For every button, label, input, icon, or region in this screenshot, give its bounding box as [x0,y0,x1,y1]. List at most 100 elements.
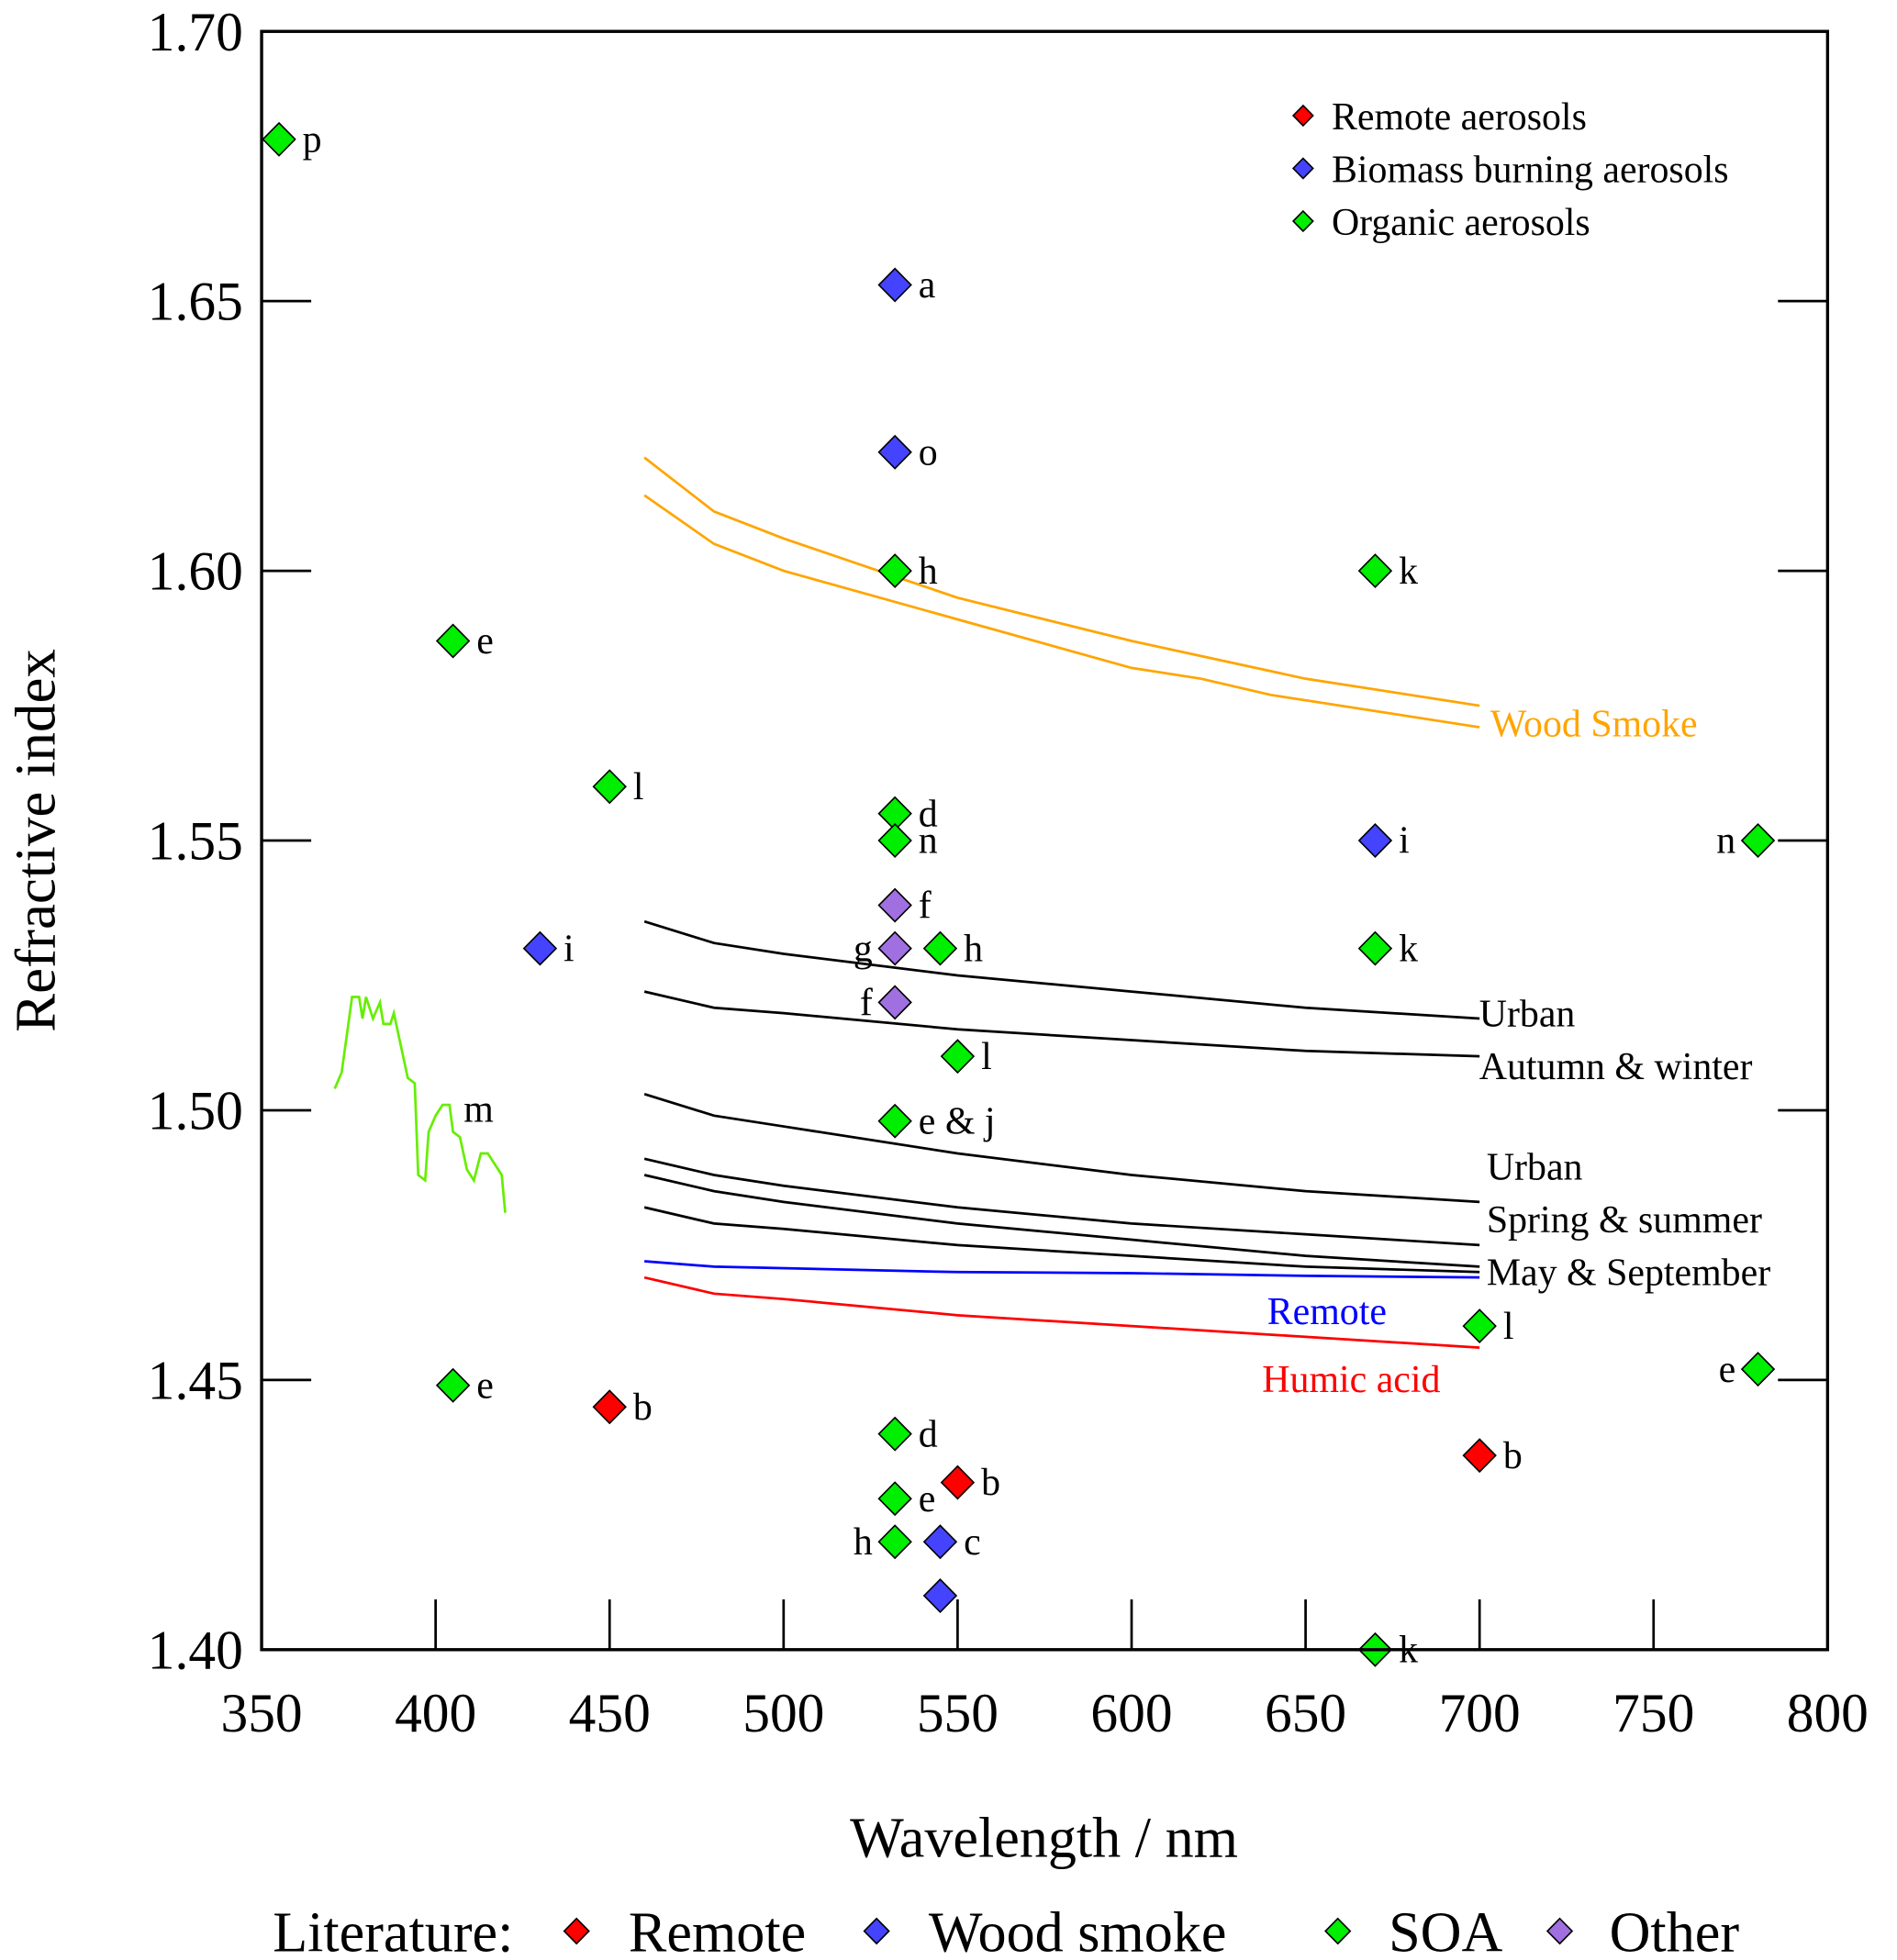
data-point [877,1103,912,1139]
data-point [877,887,912,923]
series-line [643,990,1480,1058]
series-line [643,1092,1480,1204]
point-label: b [633,1386,653,1429]
data-point [877,267,912,303]
point-label: e [1719,1348,1736,1391]
point-label: l [1503,1305,1514,1348]
point-label: e [476,1364,494,1407]
data-point [1740,823,1776,858]
point-label: k [1399,550,1419,593]
point-label: l [633,765,644,808]
series-line [643,1174,1480,1268]
series-line [643,919,1480,1020]
series-line [643,456,1480,707]
data-point [1357,823,1393,858]
point-label: n [1716,819,1735,862]
y-tick-label: 1.65 [148,271,243,331]
point-label: c [964,1520,981,1564]
data-point [922,1578,958,1613]
point-label: a [919,263,936,306]
series-line [643,494,1480,729]
legend-label: Organic aerosols [1332,201,1590,244]
x-tick-label: 450 [569,1682,651,1743]
point-label: l [981,1035,992,1078]
series-line [333,996,507,1213]
data-point [877,553,912,589]
line-label: Autumn & winter [1479,1045,1753,1088]
legend-label: Other [1610,1899,1740,1960]
point-label: h [964,927,983,970]
line-label: Remote [1267,1290,1387,1333]
x-tick-label: 600 [1090,1682,1172,1743]
legend-marker [863,1917,890,1945]
data-point [1462,1438,1497,1474]
data-point [877,930,912,966]
series-line [644,1260,1480,1279]
legend-label: Remote [629,1899,806,1960]
y-tick-label: 1.50 [148,1080,243,1141]
data-point [940,1039,976,1075]
point-label: e & j [919,1099,996,1142]
legend-label: Wood smoke [929,1899,1227,1960]
x-tick-label: 550 [917,1682,999,1743]
data-point [435,1367,471,1403]
point-label: d [919,792,938,835]
series-line [643,1275,1480,1349]
x-tick-label: 700 [1439,1682,1521,1743]
legend-marker [1324,1917,1352,1945]
x-tick-label: 500 [742,1682,824,1743]
data-point [1357,553,1393,589]
y-tick-label: 1.70 [148,1,243,61]
point-label: e [476,619,494,663]
y-tick-label: 1.40 [148,1620,243,1680]
data-point [877,1524,912,1560]
data-point [522,930,558,966]
data-point [1357,930,1393,966]
legend-marker [1291,209,1314,233]
point-label: o [919,430,938,473]
point-label: p [303,117,322,161]
point-label: h [919,550,938,593]
x-tick-label: 350 [220,1682,302,1743]
point-label: e [919,1477,936,1520]
data-point [1740,1352,1776,1387]
line-label: Urban [1479,992,1576,1035]
data-point [877,1481,912,1517]
data-point [940,1464,976,1500]
x-tick-label: 650 [1265,1682,1346,1743]
y-axis-label: Refractive index [4,649,68,1032]
plot-frame [260,29,1830,1652]
y-tick-label: 1.60 [148,540,243,601]
point-label: f [919,884,932,927]
data-point [922,1524,958,1560]
point-label: d [919,1412,938,1455]
line-label: Spring & summer [1487,1198,1762,1242]
x-tick-label: 400 [395,1682,476,1743]
data-point [262,121,296,157]
data-point [922,930,958,966]
legend-marker [563,1917,590,1945]
point-label: g [854,927,873,970]
line-label: m [463,1087,494,1130]
line-label: Urban [1487,1145,1583,1188]
data-point [592,769,627,805]
legend-marker [1291,157,1314,180]
line-label: Humic acid [1262,1358,1440,1401]
legend-bottom-title: Literature: [273,1899,513,1960]
series-line [643,1206,1480,1274]
point-label: i [1399,819,1410,862]
legend-label: Biomass burning aerosols [1332,148,1729,191]
y-tick-label: 1.45 [148,1350,243,1410]
legend-marker [1291,104,1314,128]
point-label: f [860,981,874,1024]
point-label: b [981,1461,1000,1504]
line-label: May & September [1487,1251,1770,1294]
point-label: k [1399,927,1419,970]
x-tick-label: 800 [1787,1682,1869,1743]
y-tick-label: 1.55 [148,810,243,871]
data-point [877,985,912,1020]
data-point [877,1416,912,1452]
legend-marker [1545,1917,1574,1945]
data-point [877,823,912,858]
